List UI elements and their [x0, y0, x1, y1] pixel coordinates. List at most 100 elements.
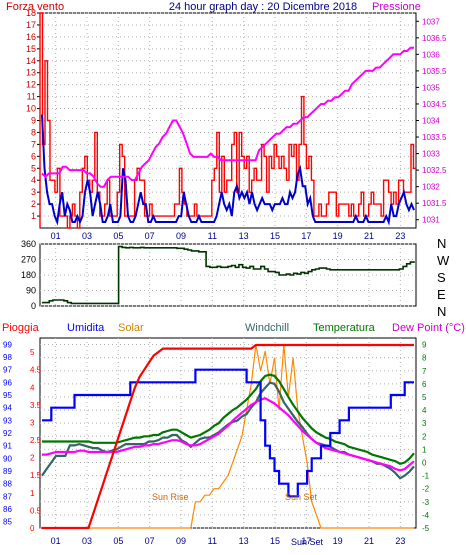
legend-temperature: Temperatura	[313, 322, 376, 334]
temperature-tick-label: 7	[422, 367, 427, 376]
wind-gust-series	[39, 12, 416, 229]
rain-tick-label: 2	[30, 454, 35, 463]
wind-tick-label: 6	[31, 151, 36, 161]
direction-tick-label: 90	[26, 286, 36, 296]
pressure-tick-label: 1033	[422, 150, 440, 159]
humidity-tick-label: 88	[3, 480, 12, 489]
rain-series	[42, 343, 414, 530]
pressure-tick-label: 1033.5	[422, 133, 447, 142]
humidity-tick-label: 86	[3, 505, 12, 514]
time-tick-label: 19	[333, 231, 343, 241]
pressure-tick-label: 1037	[422, 17, 440, 26]
humidity-series	[42, 368, 414, 498]
time-tick-label: 03	[82, 231, 92, 241]
pressure-series	[41, 46, 414, 188]
temperature-tick-label: 5	[422, 393, 427, 402]
humidity-tick-label: 90	[3, 454, 12, 463]
rain-tick-label: 5	[30, 348, 35, 357]
pressure-axis-ticks: 1031 1031.5 1032 1032.5 1033 1033.5 1034 1034.5…	[416, 17, 447, 225]
time-tick-label: 07	[145, 536, 155, 546]
wind-tick-label: 14	[26, 56, 36, 66]
pressure-tick-label: 1034.5	[422, 100, 447, 109]
legend-solar: Solar	[118, 322, 144, 334]
chart-title: 24 hour graph day : 20 Dicembre 2018	[169, 1, 357, 13]
time-tick-label: 23	[395, 231, 405, 241]
rain-tick-label: 1.5	[30, 471, 42, 480]
wind-tick-label: 11	[27, 92, 36, 102]
time-tick-label: 13	[239, 231, 249, 241]
pressure-tick-label: 1036.5	[422, 34, 447, 43]
wind-tick-label: 15	[26, 44, 36, 54]
wind-pressure-grid	[40, 12, 416, 228]
temperature-tick-label: 6	[422, 380, 427, 389]
humidity-tick-label: 91	[3, 442, 12, 451]
wind-tick-label: 17	[26, 20, 36, 30]
temperature-tick-label: 1	[422, 445, 427, 454]
direction-axis-ticks: 0 90 180 270 360	[21, 239, 36, 311]
wind-tick-label: 7	[31, 139, 36, 149]
wind-tick-label: 10	[26, 104, 36, 114]
wind-tick-label: 9	[31, 116, 36, 126]
wind-axis-label: Forza vento	[6, 1, 64, 13]
time-tick-label: 01	[51, 231, 61, 241]
wind-tick-label: 3	[31, 187, 36, 197]
pressure-tick-label: 1032	[422, 183, 440, 192]
temperature-series	[41, 343, 415, 530]
time-tick-label: 11	[208, 231, 217, 241]
temperature-tick-label: 2	[422, 432, 427, 441]
time-tick-label: 23	[395, 536, 405, 546]
time-tick-label: 09	[176, 231, 186, 241]
temperature-series	[42, 373, 415, 465]
temperature-tick-label: -3	[422, 498, 430, 507]
rain-tick-label: 2.5	[30, 436, 42, 445]
direction-tick-label: 270	[21, 255, 36, 265]
temperature-tick-label: -1	[422, 472, 430, 481]
time-tick-label: 15	[270, 536, 280, 546]
temperature-tick-label: 0	[422, 458, 427, 467]
wind-tick-label: 4	[31, 175, 36, 185]
humidity-tick-label: 98	[3, 353, 12, 362]
sunset-label: Sun Set	[285, 492, 318, 502]
humidity-tick-label: 87	[3, 492, 12, 501]
time-tick-label: 03	[82, 536, 92, 546]
temperature-plot-area	[39, 337, 417, 529]
time-tick-label: 15	[270, 231, 280, 241]
time-tick-label: 21	[364, 536, 374, 546]
average-wind-series	[41, 114, 415, 226]
time-tick-label: 11	[208, 536, 217, 546]
time-tick-label: 19	[333, 536, 343, 546]
temperature-tick-label: 8	[422, 354, 427, 363]
time-tick-label: 07	[145, 231, 155, 241]
compass-label: N	[437, 236, 446, 251]
wind-tick-label: 1	[31, 211, 36, 221]
direction-tick-label: 360	[21, 239, 36, 249]
wind-tick-label: 8	[31, 127, 36, 137]
rain-tick-label: 4.5	[30, 366, 42, 375]
humidity-tick-label: 95	[3, 391, 12, 400]
wind-tick-label: 13	[26, 68, 36, 78]
rain-tick-label: 1	[30, 489, 35, 498]
pressure-tick-label: 1035	[422, 83, 440, 92]
sunrise-label: Sun Rise	[152, 492, 189, 502]
legend-windchill: Windchill	[245, 322, 289, 334]
temperature-tick-label: -4	[422, 511, 430, 520]
time-tick-label: 01	[51, 536, 61, 546]
wind-tick-label: 2	[31, 199, 36, 209]
humidity-tick-label: 99	[3, 340, 12, 349]
wind-tick-label: 5	[31, 163, 36, 173]
direction-tick-label: 0	[31, 301, 36, 311]
temperature-tick-label: -2	[422, 485, 430, 494]
temperature-tick-label: 9	[422, 341, 427, 350]
humidity-tick-label: 92	[3, 429, 12, 438]
humidity-tick-label: 94	[3, 404, 12, 413]
pressure-tick-label: 1035.5	[422, 67, 447, 76]
direction-tick-label: 180	[21, 270, 36, 280]
rain-tick-label: 4	[30, 383, 35, 392]
pressure-tick-label: 1031	[422, 216, 440, 225]
humidity-axis-ticks: 85 86 87 88 89 90 91 92 93 94 95 96 97 98 99	[3, 340, 12, 526]
time-tick-label: 17	[301, 231, 311, 241]
rain-tick-label: 0.5	[30, 506, 42, 515]
